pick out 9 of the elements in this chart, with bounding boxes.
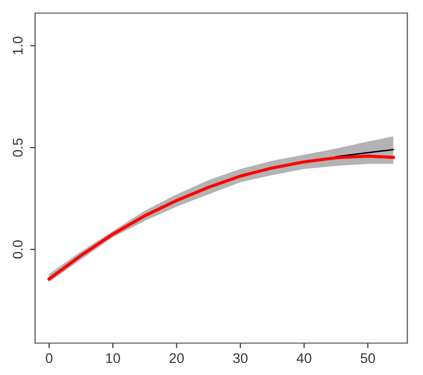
- y-tick-label: 1.0: [12, 36, 23, 54]
- y-tick-label: 0.0: [12, 240, 23, 259]
- x-tick-label: 40: [296, 353, 312, 364]
- x-tick-label: 0: [46, 353, 52, 364]
- y-tick-label: 0.5: [12, 138, 23, 157]
- x-tick-label: 10: [106, 353, 120, 364]
- x-tick-label: 50: [360, 353, 376, 364]
- x-tick-label: 20: [170, 353, 184, 364]
- x-tick-label: 30: [233, 353, 248, 364]
